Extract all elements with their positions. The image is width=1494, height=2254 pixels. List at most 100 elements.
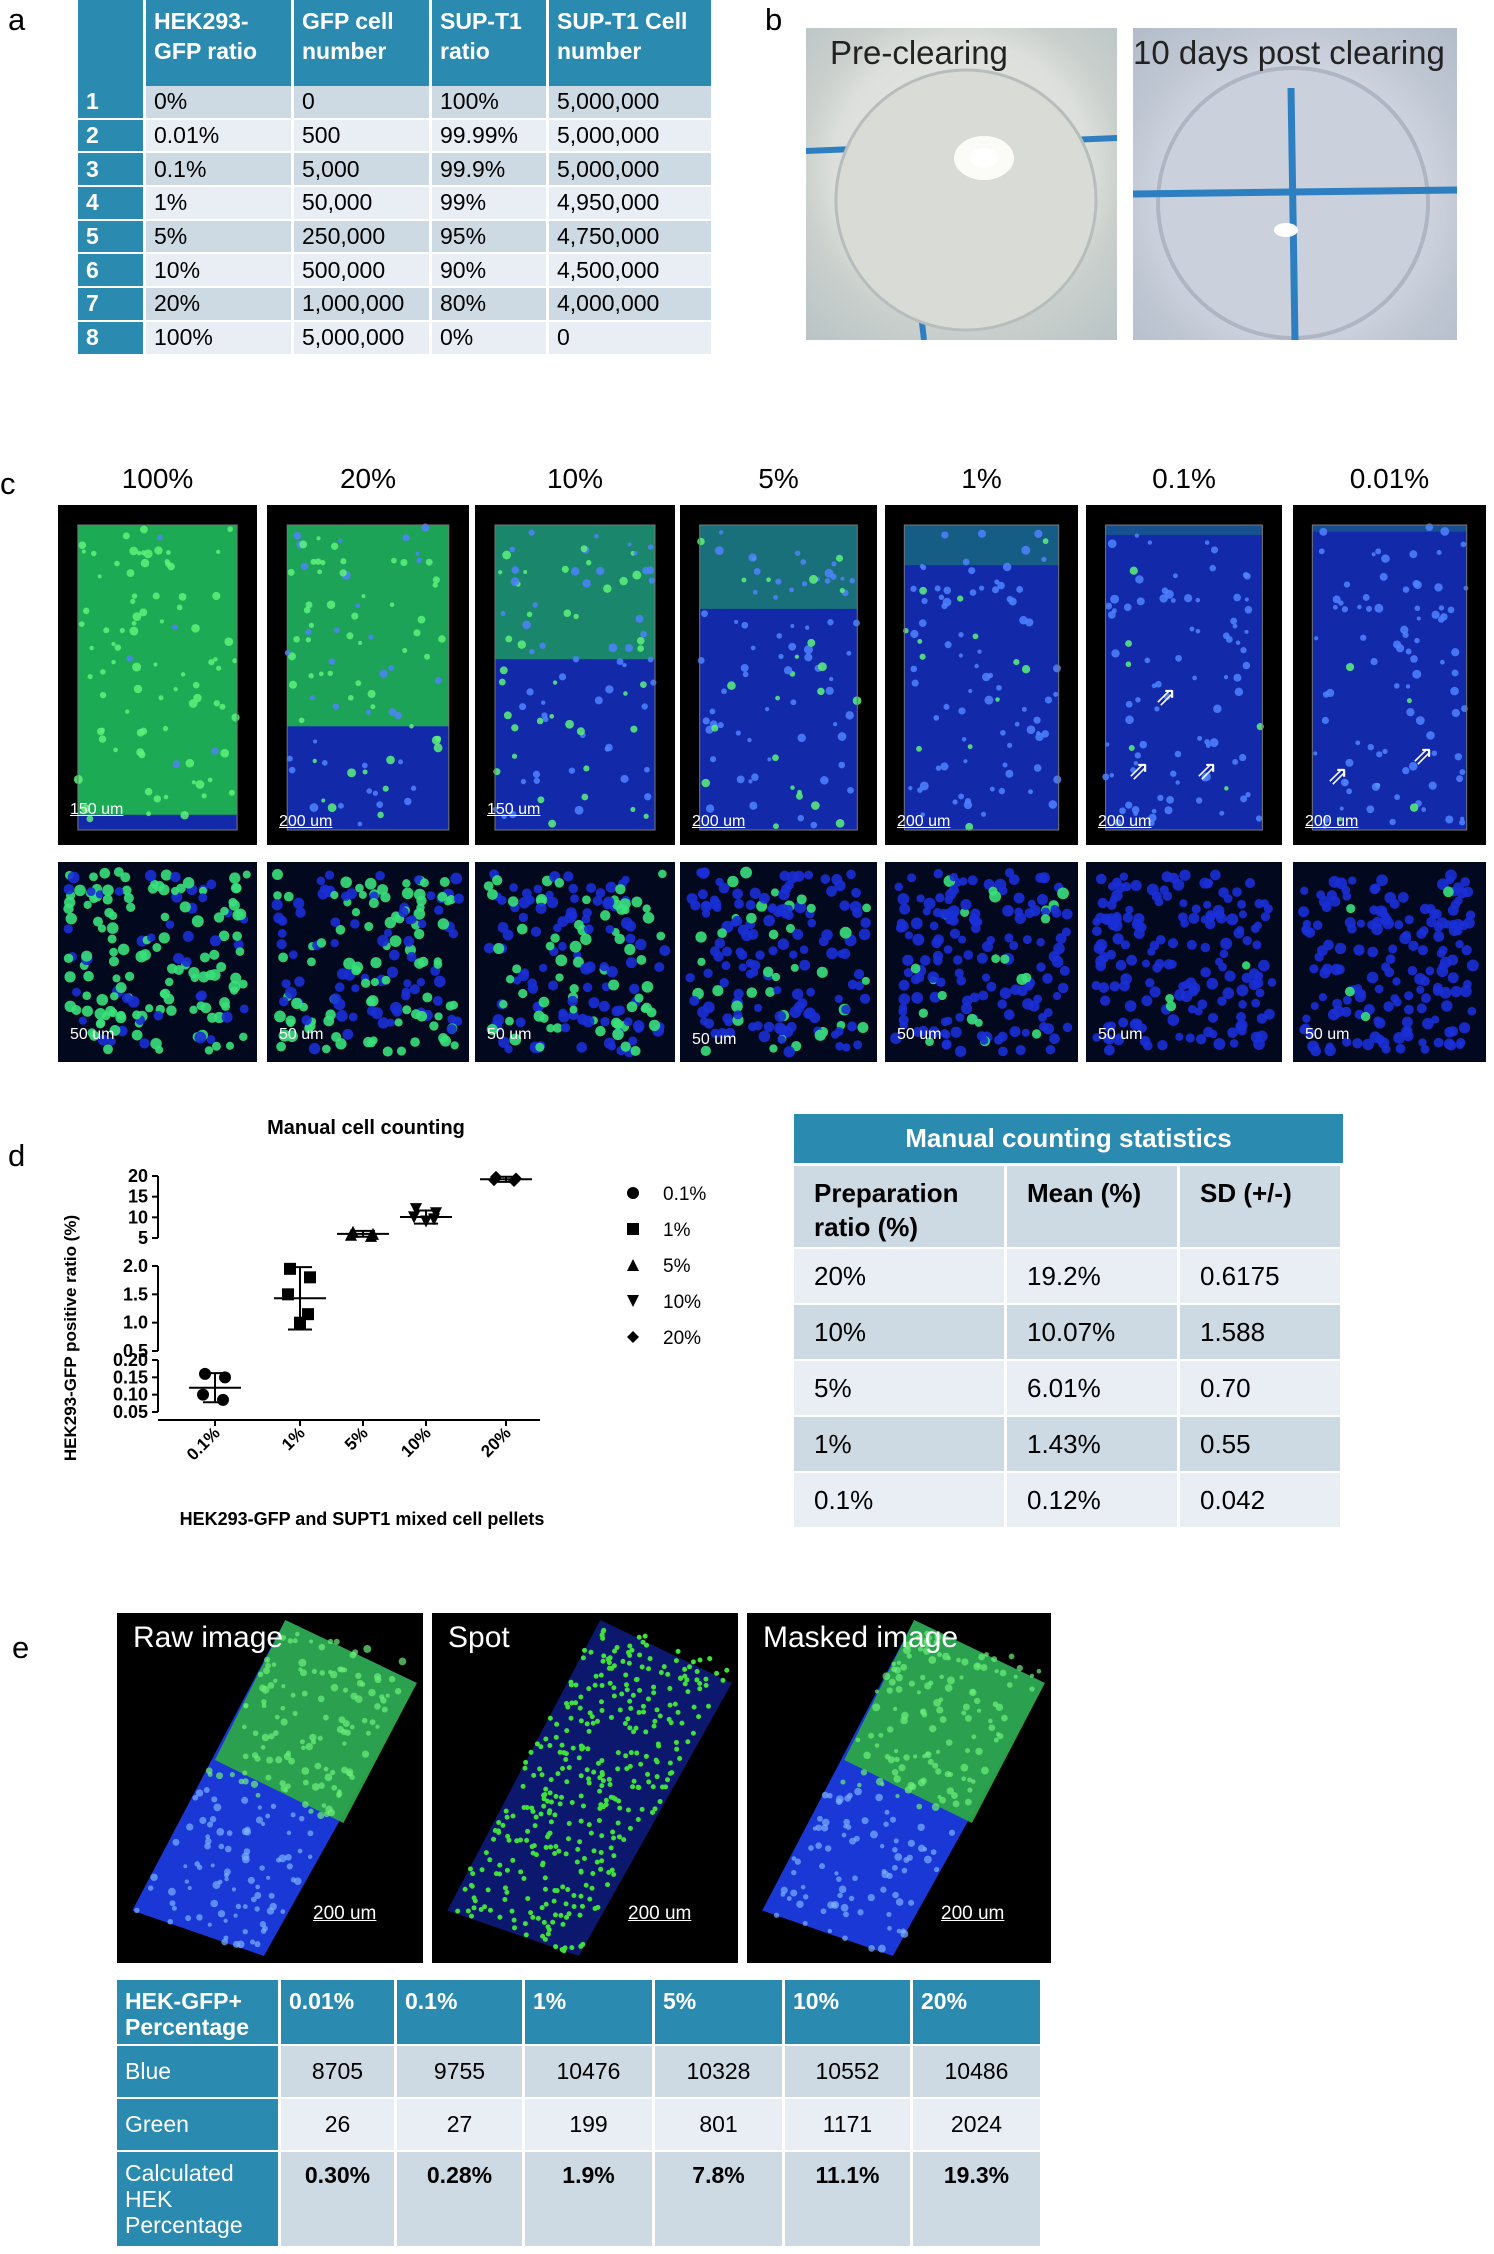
table-cell: 19.3% xyxy=(913,2152,1043,2248)
y-tick-label: 2.0 xyxy=(123,1256,148,1276)
table-header-cell: Preparation ratio (%) xyxy=(794,1163,1007,1249)
volume-render xyxy=(1086,505,1282,845)
post-clearing-photo: 10 days post clearing xyxy=(1133,28,1457,340)
chart-x-axis-label: HEK293-GFP and SUPT1 mixed cell pellets xyxy=(180,1509,545,1529)
table-header-cell: HEK-GFP+ Percentage xyxy=(117,1980,281,2046)
table-cell: 20% xyxy=(794,1249,1007,1305)
volume-render xyxy=(1293,505,1486,845)
volume-render-image xyxy=(697,524,862,831)
segmentation-render xyxy=(132,1620,417,1956)
legend-marker xyxy=(627,1223,639,1235)
table-cell: 2 xyxy=(78,119,146,154)
y-tick-label: 20 xyxy=(128,1166,148,1186)
table-cell: 7.8% xyxy=(655,2152,785,2248)
pre-clearing-label: Pre-clearing xyxy=(830,34,1008,71)
table-row-header: Calculated HEK Percentage xyxy=(117,2152,281,2248)
table-cell: 5,000,000 xyxy=(549,119,714,154)
scale-bar-3d: 200 um xyxy=(1305,813,1359,830)
table-cell: 0.70 xyxy=(1180,1361,1343,1417)
data-point xyxy=(197,1388,209,1401)
table-cell: 80% xyxy=(432,288,549,322)
table-cell: 20% xyxy=(146,288,294,322)
table-cell: 1,000,000 xyxy=(294,288,432,322)
table-cell: 0% xyxy=(146,86,294,120)
scale-bar-3d: 200 um xyxy=(692,813,746,830)
table-cell: 8705 xyxy=(281,2046,397,2099)
table-row-header: Blue xyxy=(117,2046,281,2099)
table-cell: 26 xyxy=(281,2099,397,2152)
table-cell: 5% xyxy=(794,1361,1007,1417)
arrow-icon: ⇗ xyxy=(1412,740,1434,770)
table-header-row: HEK293-GFP ratio GFP cell number SUP-T1 … xyxy=(78,0,714,86)
scale-bar-3d: 150 um xyxy=(70,801,124,818)
data-point xyxy=(410,1203,422,1216)
table-header-cell xyxy=(78,0,146,86)
data-point xyxy=(365,1229,377,1242)
table-cell: 1% xyxy=(794,1417,1007,1473)
image-label: Raw image xyxy=(133,1621,284,1654)
table-cell: 99.99% xyxy=(432,119,549,154)
scale-bar-3d: 150 um xyxy=(487,801,541,818)
table-cell: 0 xyxy=(549,321,714,356)
data-point xyxy=(345,1228,357,1241)
panel-letter-d: d xyxy=(8,1138,26,1173)
slice-image xyxy=(58,862,257,1062)
table-cell: 95% xyxy=(432,220,549,255)
slice-cells xyxy=(890,868,1073,1058)
arrow-icon: ⇗ xyxy=(1155,681,1177,711)
ratio-label: 5% xyxy=(758,463,799,494)
x-tick-label: 10% xyxy=(397,1423,434,1460)
scale-bar-2d: 50 um xyxy=(487,1026,532,1043)
pre-clearing-image xyxy=(806,68,1117,340)
y-tick-label: 15 xyxy=(128,1187,148,1207)
table-row: Green 26 27 199 801 1171 2024 xyxy=(117,2099,1043,2152)
table-cell: 5,000,000 xyxy=(294,321,432,356)
table-row: 7 20% 1,000,000 80% 4,000,000 xyxy=(78,288,714,322)
data-point xyxy=(219,1371,231,1384)
table-cell: 10328 xyxy=(655,2046,785,2099)
pre-clearing-photo: Pre-clearing xyxy=(806,28,1117,340)
data-point xyxy=(199,1367,211,1380)
legend-label: 20% xyxy=(663,1328,701,1349)
table-cell: 250,000 xyxy=(294,220,432,255)
table-cell: 1 xyxy=(78,86,146,120)
table-cell: 10486 xyxy=(913,2046,1043,2099)
panel-letter-b: b xyxy=(765,2,783,37)
legend-label: 5% xyxy=(663,1256,691,1277)
table-cell: 100% xyxy=(146,321,294,356)
table-cell: 10552 xyxy=(785,2046,913,2099)
table-cell: 0.55 xyxy=(1180,1417,1343,1473)
slice-cells xyxy=(271,869,464,1057)
table-cell: 99.9% xyxy=(432,153,549,188)
data-point xyxy=(282,1288,294,1301)
table-row: 5% 6.01% 0.70 xyxy=(794,1361,1343,1417)
ratio-label: 1% xyxy=(961,463,1002,494)
table-cell: 1% xyxy=(146,187,294,221)
ratio-label: 10% xyxy=(546,463,604,494)
table-cell: 3 xyxy=(78,153,146,188)
scale-bar-2d: 50 um xyxy=(279,1026,324,1043)
table-row: 3 0.1% 5,000 99.9% 5,000,000 xyxy=(78,153,714,188)
table-row: 10% 10.07% 1.588 xyxy=(794,1305,1343,1361)
y-tick-label: 0.20 xyxy=(113,1350,148,1370)
scale-bar-2d: 50 um xyxy=(897,1026,942,1043)
panel-letter-c: c xyxy=(0,466,16,501)
table-header-cell: SUP-T1 ratio xyxy=(432,0,549,86)
table-cell: 5% xyxy=(146,220,294,255)
data-point xyxy=(408,1211,420,1224)
volume-render-image xyxy=(903,524,1062,831)
table-row: 8 100% 5,000,000 0% 0 xyxy=(78,321,714,356)
table-cell: 4,950,000 xyxy=(549,187,714,221)
table-cell: 0.6175 xyxy=(1180,1249,1343,1305)
data-point xyxy=(430,1207,442,1220)
y-tick-label: 0.5 xyxy=(123,1341,148,1361)
slice-image xyxy=(475,862,675,1062)
table-header-cell: Mean (%) xyxy=(1007,1163,1180,1249)
scale-bar-2d: 50 um xyxy=(70,1026,115,1043)
slice-image xyxy=(1086,862,1282,1062)
data-point xyxy=(294,1316,306,1329)
scale-bar-3d: 200 um xyxy=(1098,813,1152,830)
chart-title: Manual cell counting xyxy=(267,1117,465,1139)
table-header-cell: 0.1% xyxy=(397,1980,525,2046)
x-tick-label: 20% xyxy=(477,1423,514,1460)
